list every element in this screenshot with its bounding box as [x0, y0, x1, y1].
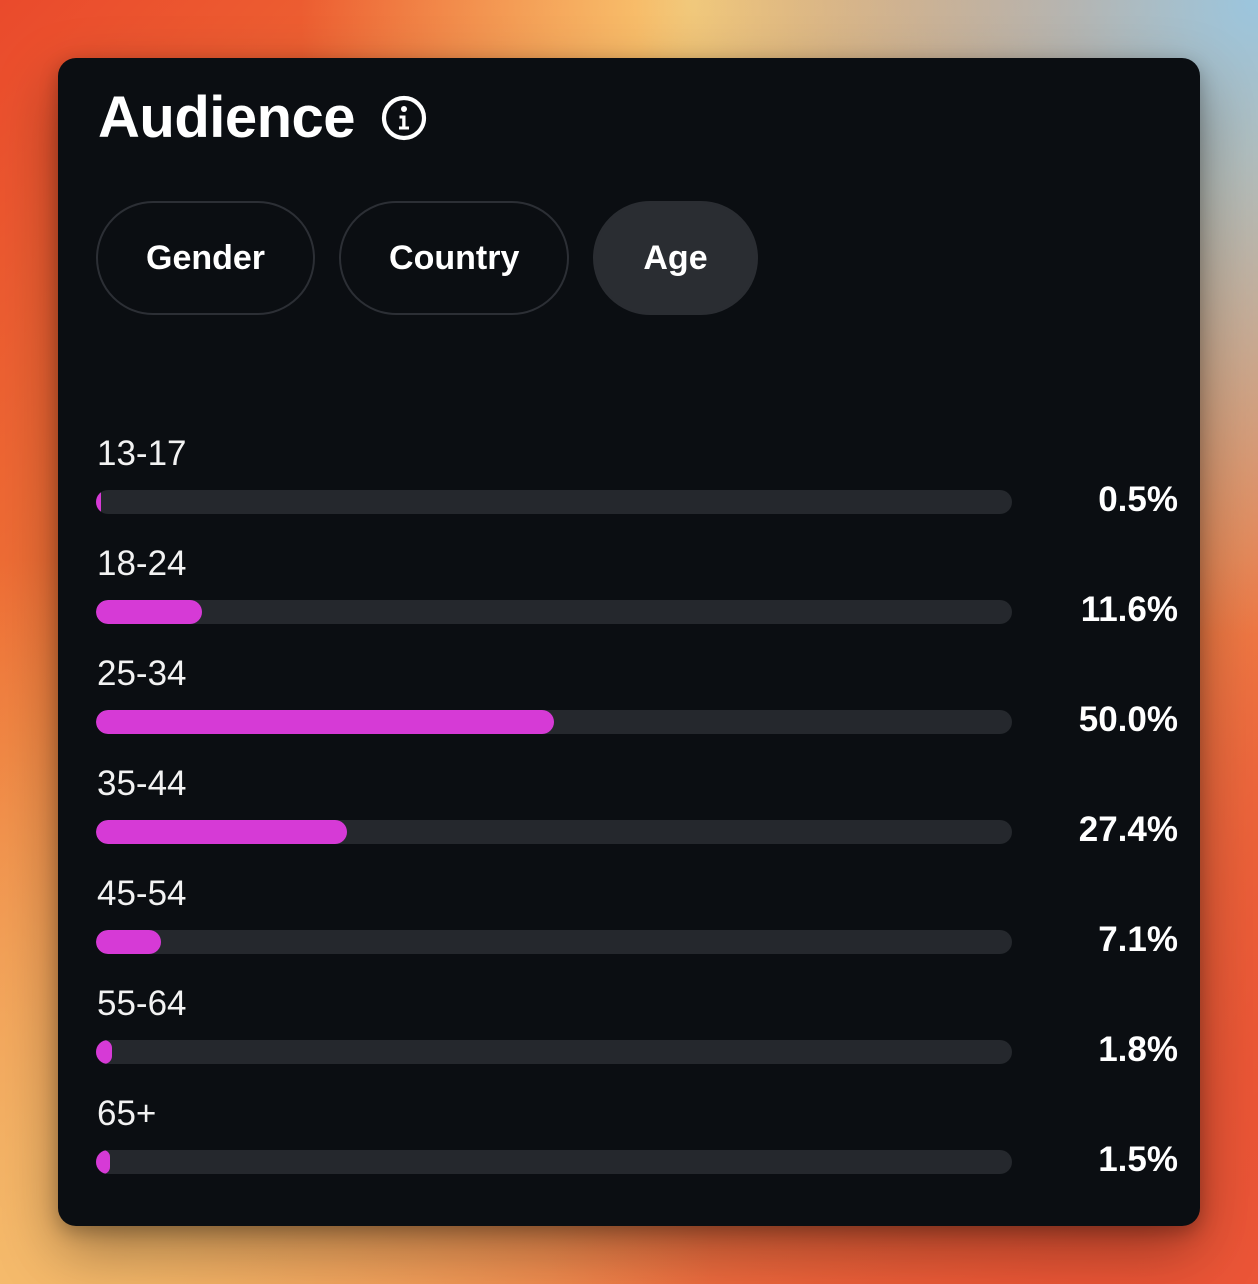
- tab-age[interactable]: Age: [593, 201, 758, 315]
- percent-value: 11.6%: [1080, 590, 1178, 629]
- bar-track: [96, 710, 1012, 734]
- age-row: 35-44 27.4%: [96, 764, 1178, 874]
- bar-fill: [96, 490, 101, 514]
- percent-value: 1.5%: [1098, 1140, 1178, 1179]
- bar-track: [96, 930, 1012, 954]
- percent-value: 50.0%: [1078, 700, 1178, 739]
- age-row: 65+ 1.5%: [96, 1094, 1178, 1204]
- bar-fill: [96, 710, 554, 734]
- age-range-label: 35-44: [97, 764, 187, 803]
- bar-fill: [96, 1150, 110, 1174]
- bar-track: [96, 820, 1012, 844]
- percent-value: 7.1%: [1098, 920, 1178, 959]
- bar-track: [96, 600, 1012, 624]
- percent-value: 0.5%: [1098, 480, 1178, 519]
- bar-fill: [96, 820, 347, 844]
- age-range-label: 45-54: [97, 874, 187, 913]
- age-range-label: 65+: [97, 1094, 157, 1133]
- bar-track: [96, 1040, 1012, 1064]
- bar-fill: [96, 1040, 113, 1064]
- age-distribution-chart: 13-17 0.5% 18-24 11.6% 25-34 50.0% 35-44 27.4% 4…: [96, 434, 1178, 1204]
- card-title: Audience: [98, 85, 356, 150]
- tab-country[interactable]: Country: [339, 201, 570, 315]
- bar-fill: [96, 930, 162, 954]
- age-row: 13-17 0.5%: [96, 434, 1178, 544]
- audience-card: Audience Gender Country Age 13-17 0.5% 18-…: [58, 58, 1200, 1226]
- age-row: 25-34 50.0%: [96, 654, 1178, 764]
- age-row: 18-24 11.6%: [96, 544, 1178, 654]
- audience-tabs: Gender Country Age: [96, 201, 758, 315]
- age-row: 55-64 1.8%: [96, 984, 1178, 1094]
- age-row: 45-54 7.1%: [96, 874, 1178, 984]
- bar-track: [96, 490, 1012, 514]
- bar-fill: [96, 600, 203, 624]
- percent-value: 1.8%: [1098, 1030, 1178, 1069]
- age-range-label: 13-17: [97, 434, 187, 473]
- card-header: Audience: [98, 70, 427, 166]
- tab-gender[interactable]: Gender: [96, 201, 316, 315]
- age-range-label: 25-34: [97, 654, 187, 693]
- age-range-label: 18-24: [97, 544, 187, 583]
- percent-value: 27.4%: [1078, 810, 1178, 849]
- age-range-label: 55-64: [97, 984, 187, 1023]
- info-circle-icon[interactable]: [381, 95, 427, 141]
- bar-track: [96, 1150, 1012, 1174]
